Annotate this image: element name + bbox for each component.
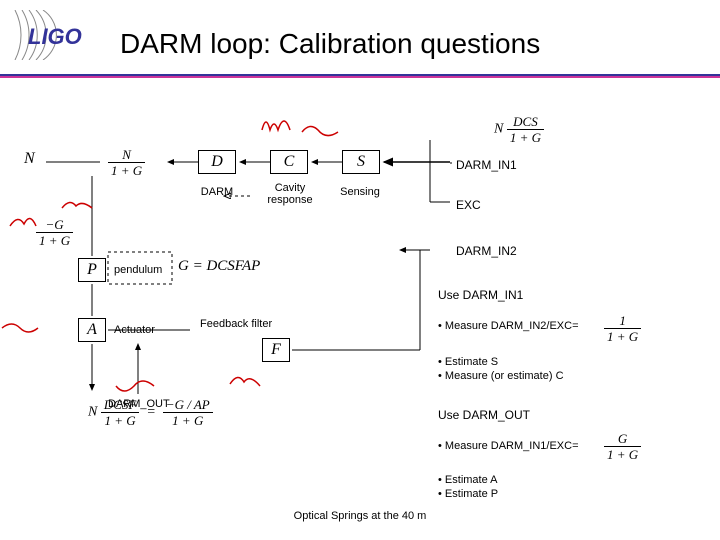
svg-text:LIGO: LIGO — [28, 24, 82, 49]
text-use-in1: Use DARM_IN1 — [438, 288, 523, 302]
bullet-est-s: • Estimate S — [438, 356, 498, 368]
formula-G-over: G1 + G — [604, 432, 641, 461]
label-pendulum: pendulum — [114, 264, 162, 276]
label-sensing: Sensing — [330, 186, 390, 198]
formula-G-eq: G = DCSFAP — [178, 258, 260, 275]
label-feedback: Feedback filter — [200, 318, 272, 330]
label-cavity: Cavityresponse — [255, 182, 325, 206]
formula-N-over-1plusG: N1 + G — [108, 148, 145, 177]
box-F: F — [262, 338, 290, 362]
box-D: D — [198, 150, 236, 174]
label-darm: DARM — [192, 186, 242, 198]
bullet-est-p: • Estimate P — [438, 488, 498, 500]
slide-container: LIGO DARM loop: Calibration questions N … — [0, 0, 720, 540]
footer-text: Optical Springs at the 40 m — [0, 510, 720, 522]
label-darm-in1: DARM_IN1 — [456, 158, 517, 172]
box-S: S — [342, 150, 380, 174]
box-C: C — [270, 150, 308, 174]
label-darm-in2: DARM_IN2 — [456, 244, 517, 258]
formula-1-over: 11 + G — [604, 314, 641, 343]
bullet-meas-in1: • Measure DARM_IN1/EXC= — [438, 440, 579, 452]
bullet-meas-in2: • Measure DARM_IN2/EXC= — [438, 320, 579, 332]
label-exc: EXC — [456, 198, 481, 212]
box-A: A — [78, 318, 106, 342]
formula-DCS-over: N DCS1 + G — [494, 115, 544, 144]
box-P: P — [78, 258, 106, 282]
title-underline — [0, 74, 720, 78]
label-actuator: Actuator — [114, 324, 155, 336]
formula-minusG-over: −G1 + G — [36, 218, 73, 247]
ligo-logo: LIGO — [10, 10, 100, 65]
text-use-out: Use DARM_OUT — [438, 408, 530, 422]
formula-N: N — [24, 150, 35, 168]
bullet-est-a: • Estimate A — [438, 474, 498, 486]
bullet-est-c: • Measure (or estimate) C — [438, 370, 564, 382]
slide-title: DARM loop: Calibration questions — [120, 28, 540, 60]
label-darm-out: DARM_OUT — [108, 398, 170, 410]
